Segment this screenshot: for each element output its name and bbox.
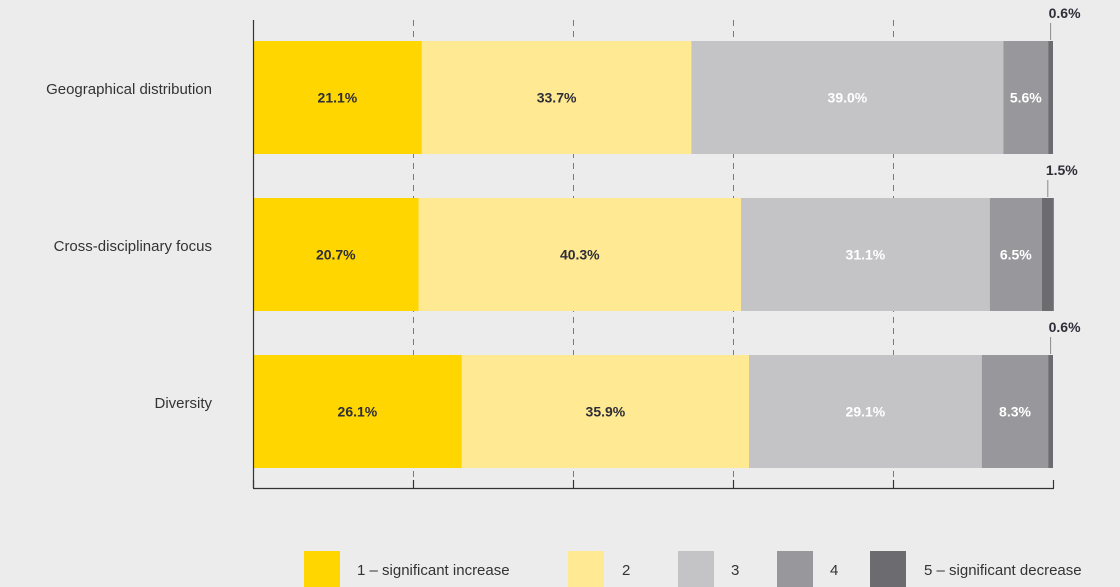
- data-label: 5.6%: [1010, 90, 1042, 106]
- axis-frame: [252, 20, 1055, 490]
- data-label: 0.6%: [1049, 5, 1081, 21]
- data-label: 21.1%: [318, 90, 358, 106]
- data-label: 40.3%: [560, 247, 600, 263]
- data-label: 6.5%: [1000, 247, 1032, 263]
- legend-label: 2: [622, 562, 630, 579]
- bar-segment: [253, 355, 462, 468]
- category-labels: Geographical distribution Cross-disciplin…: [46, 81, 212, 412]
- bar-segment: [421, 41, 692, 154]
- legend-label: 3: [731, 562, 739, 579]
- bar-segment: [418, 198, 741, 311]
- bars: [253, 41, 1054, 468]
- legend-swatch: [568, 551, 604, 587]
- legend-label: 5 – significant decrease: [924, 562, 1082, 579]
- legend-swatch: [678, 551, 714, 587]
- legend: 1 – significant increase 2 3 4 5 – significa…: [304, 551, 1082, 587]
- data-label: 39.0%: [828, 90, 868, 106]
- category-label: Geographical distribution: [46, 81, 212, 98]
- bar-segment: [691, 41, 1004, 154]
- legend-label: 1 – significant increase: [357, 562, 510, 579]
- legend-swatch: [304, 551, 340, 587]
- bar-segment: [1048, 41, 1053, 154]
- legend-label: 4: [830, 562, 838, 579]
- bar-segment: [1003, 41, 1049, 154]
- bar-segment: [253, 41, 422, 154]
- data-labels: 21.1% 33.7% 39.0% 5.6% 0.6% 20.7% 40.3% 31.1% 6.…: [316, 5, 1081, 420]
- bar-segment: [981, 355, 1049, 468]
- data-label: 31.1%: [846, 247, 886, 263]
- data-label: 33.7%: [537, 90, 577, 106]
- data-label: 1.5%: [1046, 162, 1078, 178]
- bar-segment: [1048, 355, 1053, 468]
- bar-segment: [989, 198, 1042, 311]
- category-label: Diversity: [154, 395, 212, 412]
- bar-segment: [741, 198, 990, 311]
- data-label: 20.7%: [316, 247, 356, 263]
- legend-swatch: [777, 551, 813, 587]
- bar-segment: [253, 198, 419, 311]
- data-label: 29.1%: [846, 404, 886, 420]
- bar-segment: [749, 355, 982, 468]
- bar-segment: [461, 355, 749, 468]
- data-label: 26.1%: [338, 404, 378, 420]
- category-label: Cross-disciplinary focus: [54, 238, 212, 255]
- data-label: 0.6%: [1049, 319, 1081, 335]
- bar-segment: [1041, 198, 1054, 311]
- data-label: 35.9%: [586, 404, 626, 420]
- legend-swatch: [870, 551, 906, 587]
- data-label: 8.3%: [999, 404, 1031, 420]
